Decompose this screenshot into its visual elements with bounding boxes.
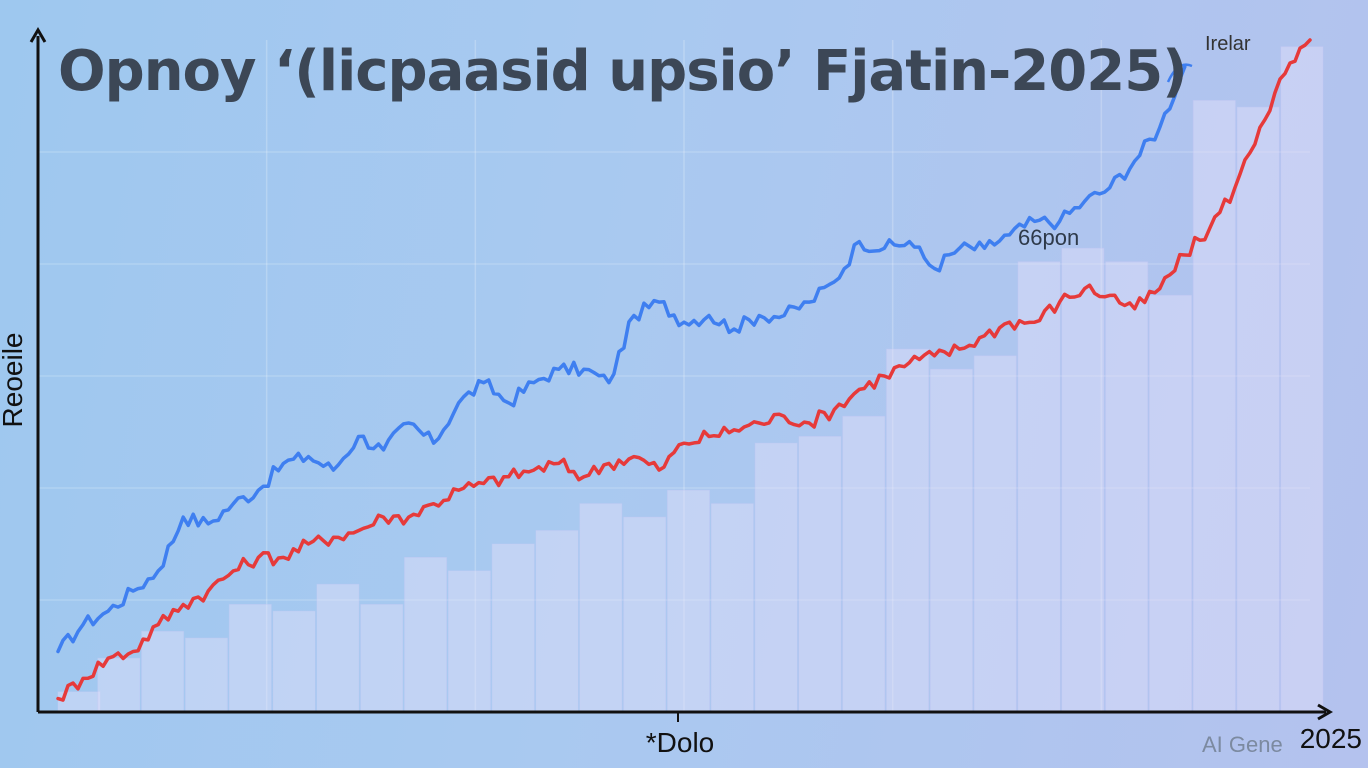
bar-18: [842, 415, 886, 713]
bar-28: [1280, 46, 1324, 713]
y-axis-label: Reoeile: [0, 333, 28, 428]
x-axis-arrow: [1317, 703, 1333, 721]
series-line-1: [56, 38, 1312, 702]
bar-10: [491, 543, 535, 713]
legend-marker: [1166, 63, 1193, 83]
bar-26: [1192, 99, 1236, 713]
bar-8: [404, 556, 448, 713]
bar-9: [447, 570, 491, 713]
bar-6: [316, 583, 360, 713]
bar-25: [1149, 294, 1192, 713]
bar-14: [666, 489, 710, 713]
bar-19: [886, 348, 930, 713]
bar-12: [579, 503, 623, 713]
bar-2: [141, 630, 185, 713]
y-axis-arrow: [29, 27, 47, 43]
bar-5: [272, 610, 316, 713]
series-line-0: [56, 65, 1187, 654]
bar-16: [754, 442, 798, 713]
bar-4: [228, 603, 272, 713]
line-series: [56, 38, 1312, 702]
chart-title: Opnoy ‘(licpaasid upsio’ Fjatin-2025): [58, 39, 1187, 104]
bar-17: [798, 435, 842, 713]
bar-27: [1236, 106, 1280, 713]
bar-20: [929, 368, 973, 713]
watermark: AI Gene: [1202, 732, 1283, 757]
bar-7: [360, 603, 404, 713]
bar-3: [184, 637, 228, 713]
bar-13: [623, 516, 667, 713]
bar-1: [97, 657, 141, 713]
grid-lines: [38, 40, 1310, 712]
legend-entry: Irelar: [1205, 33, 1251, 55]
bar-series: [57, 46, 1324, 713]
x-tick-label-2025: 2025: [1300, 723, 1362, 754]
bar-24: [1105, 261, 1149, 713]
bar-15: [710, 503, 754, 713]
bar-21: [973, 355, 1017, 713]
chart-annotation: 66pon: [1018, 225, 1079, 250]
bar-11: [535, 530, 579, 713]
x-axis-label: *Dolo: [646, 727, 714, 758]
bar-22: [1017, 261, 1061, 713]
bar-23: [1061, 247, 1105, 713]
